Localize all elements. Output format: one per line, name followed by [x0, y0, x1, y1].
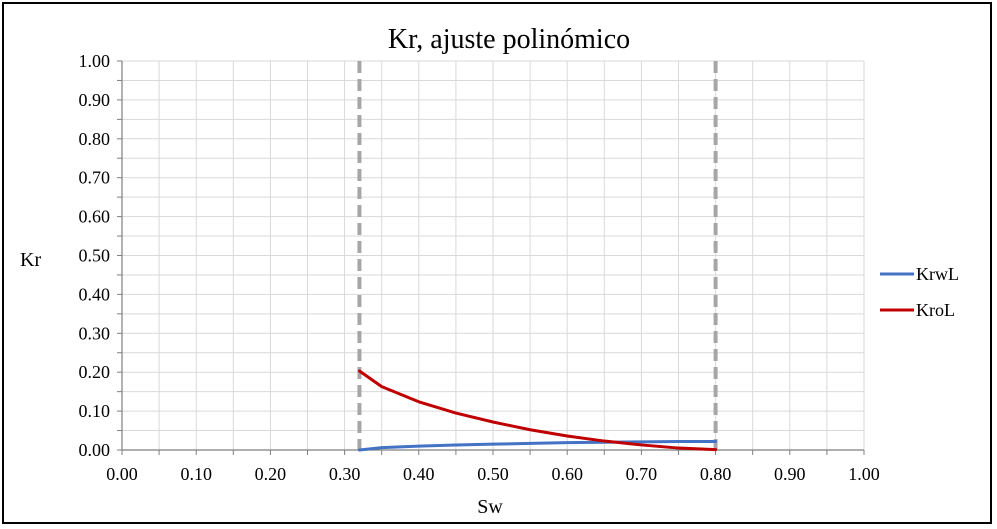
chart-frame: 0.00 0.10 0.20 0.30 0.40 0.50 0.60 0.70 0.80 0.90… [2, 2, 992, 524]
x-axis-label: Sw [477, 496, 503, 518]
x-tick-label: 1.00 [848, 464, 880, 484]
axes [117, 60, 865, 455]
legend-item: KrwL [880, 264, 959, 284]
x-tick-label: 0.70 [626, 464, 658, 484]
reference-lines [357, 61, 718, 450]
legend-item: KroL [880, 300, 955, 320]
x-tick-label: 0.40 [403, 464, 435, 484]
y-tick-labels: 0.00 0.10 0.20 0.30 0.40 0.50 0.60 0.70 0.80 0.90… [79, 51, 111, 460]
y-axis-label: Kr [20, 249, 41, 271]
y-tick-label: 0.20 [79, 362, 111, 382]
x-tick-label: 0.00 [106, 464, 138, 484]
grid [121, 60, 865, 451]
y-tick-label: 0.80 [79, 129, 111, 149]
legend-label: KrwL [916, 264, 959, 284]
legend-label: KroL [916, 300, 955, 320]
series-line-KroL [357, 369, 718, 452]
x-tick-label: 0.60 [551, 464, 583, 484]
y-tick-label: 0.10 [79, 401, 111, 421]
y-tick-label: 1.00 [79, 51, 111, 71]
chart-title: Kr, ajuste polinómico [388, 24, 630, 55]
y-tick-label: 0.30 [79, 323, 111, 343]
x-tick-label: 0.50 [477, 464, 509, 484]
y-tick-label: 0.00 [79, 440, 111, 460]
y-tick-label: 0.70 [79, 168, 111, 188]
chart-area: 0.00 0.10 0.20 0.30 0.40 0.50 0.60 0.70 0.80 0.90… [20, 24, 959, 518]
y-tick-label: 0.90 [79, 90, 111, 110]
legend: KrwL KroL [880, 264, 959, 320]
x-tick-label: 0.90 [774, 464, 806, 484]
x-tick-labels: 0.00 0.10 0.20 0.30 0.40 0.50 0.60 0.70 0.80 0.90… [106, 464, 880, 484]
series-layer [357, 369, 718, 452]
x-tick-label: 0.20 [255, 464, 287, 484]
series-line-KrwL [357, 439, 718, 452]
x-tick-label: 0.80 [700, 464, 732, 484]
y-tick-label: 0.60 [79, 207, 111, 227]
y-tick-label: 0.40 [79, 284, 111, 304]
y-tick-label: 0.50 [79, 246, 111, 266]
x-tick-label: 0.30 [329, 464, 361, 484]
x-tick-label: 0.10 [180, 464, 212, 484]
